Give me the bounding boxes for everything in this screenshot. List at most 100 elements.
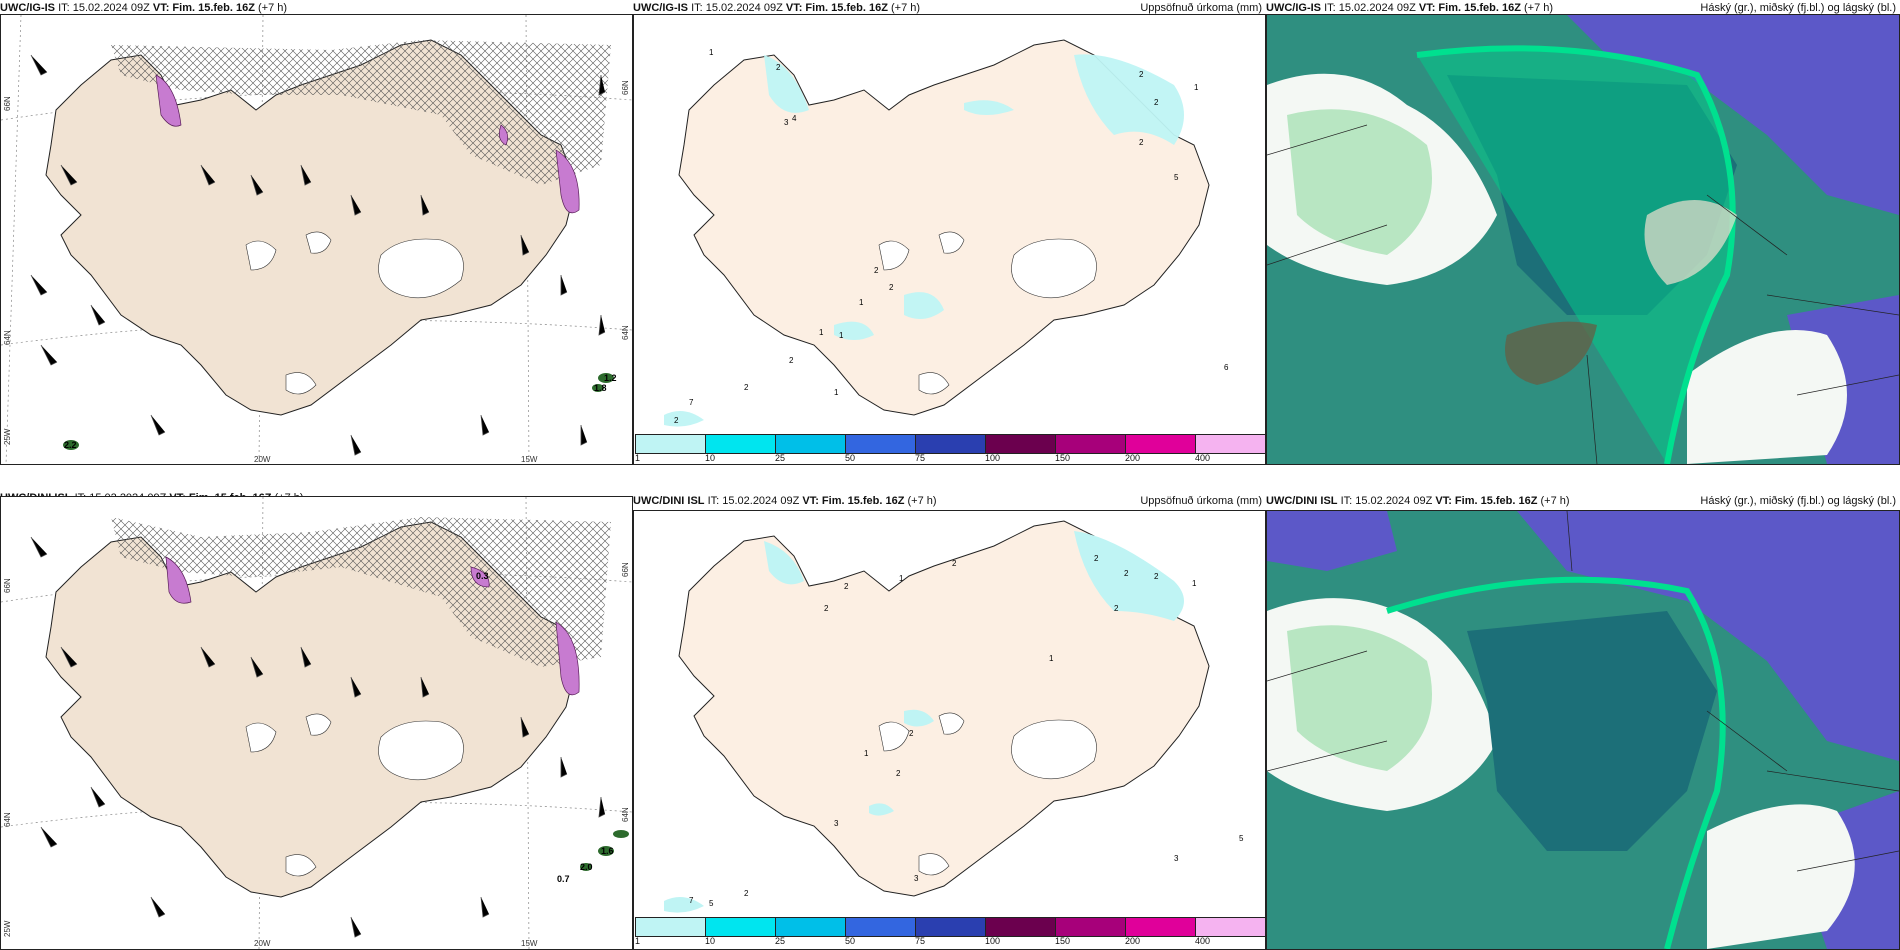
- panel-top-middle: UWC/IG-IS IT: 15.02.2024 09Z VT: Fim. 15…: [633, 0, 1266, 465]
- legend-swatch: [636, 918, 706, 936]
- svg-text:5: 5: [1239, 834, 1244, 843]
- svg-text:1: 1: [1194, 83, 1199, 92]
- svg-text:5: 5: [1174, 173, 1179, 182]
- cell-value: 1.2: [604, 373, 617, 383]
- svg-text:7: 7: [689, 398, 694, 407]
- lon-label: 15W: [521, 939, 538, 948]
- model-name: UWC/IG-IS: [1266, 2, 1321, 14]
- legend-tick: 100: [985, 453, 1001, 463]
- iceland-land: [678, 520, 1210, 897]
- svg-text:4: 4: [792, 114, 797, 123]
- cell-value: 0.7: [557, 874, 570, 884]
- legend-tick: 1: [635, 936, 641, 946]
- panel-top-right: UWC/IG-IS IT: 15.02.2024 09Z VT: Fim. 15…: [1266, 0, 1900, 465]
- panel-bottom-right: UWC/DINI ISL IT: 15.02.2024 09Z VT: Fim.…: [1266, 482, 1900, 950]
- field-title: Uppsöfnuð úrkoma (mm): [1140, 2, 1262, 14]
- model-name: UWC/IG-IS: [0, 2, 55, 14]
- legend-swatch: [776, 918, 846, 936]
- svg-text:3: 3: [834, 819, 839, 828]
- init-time: IT: 15.02.2024 09Z: [1324, 2, 1416, 14]
- svg-text:1: 1: [1192, 579, 1197, 588]
- field-title: Háský (gr.), miðský (fj.bl.) og lágský (…: [1700, 2, 1896, 14]
- svg-text:2: 2: [776, 63, 781, 72]
- svg-text:2: 2: [909, 729, 914, 738]
- lon-label: 25W: [3, 428, 12, 445]
- panel-bottom-left: UWC/DINI ISL IT: 15.02.2024 09Z VT: Fim.…: [0, 482, 633, 950]
- svg-text:7: 7: [689, 896, 694, 905]
- legend-tick: 1: [635, 453, 641, 463]
- lead-time: (+7 h): [258, 2, 288, 14]
- svg-text:1: 1: [834, 388, 839, 397]
- lat-label: 64N: [3, 330, 12, 345]
- init-time: IT: 15.02.2024 09Z: [707, 495, 800, 507]
- legend-swatch: [1056, 435, 1126, 453]
- lat-label: 66N: [3, 578, 12, 593]
- map-frame: [1266, 510, 1900, 950]
- svg-text:2: 2: [744, 383, 749, 392]
- svg-text:3: 3: [914, 874, 919, 883]
- valid-time: Fim. 15.feb. 16Z: [172, 2, 255, 14]
- panel-header: UWC/DINI ISL IT: 15.02.2024 09Z VT: Fim.…: [633, 493, 1266, 509]
- lat-label: 66N: [621, 562, 630, 577]
- valid-time: Fim. 15.feb. 16Z: [1438, 2, 1521, 14]
- field-title: Uppsöfnuð úrkoma (mm): [1140, 495, 1262, 507]
- iceland-land: [678, 39, 1210, 416]
- vt-label: VT:: [802, 495, 819, 507]
- init-time: IT: 15.02.2024 09Z: [58, 2, 150, 14]
- map-frame: [1266, 14, 1900, 465]
- legend-swatch: [1056, 918, 1126, 936]
- svg-text:5: 5: [709, 899, 714, 908]
- lead-time: (+7 h): [891, 2, 921, 14]
- svg-text:2: 2: [889, 283, 894, 292]
- legend-tick: 50: [845, 453, 856, 463]
- svg-text:6: 6: [1224, 363, 1229, 372]
- lat-label: 64N: [3, 812, 12, 827]
- legend-tick: 200: [1125, 453, 1141, 463]
- legend-swatch: [706, 435, 776, 453]
- legend-swatch: [706, 918, 776, 936]
- lon-label: 25W: [3, 920, 12, 937]
- legend-swatch: [1196, 435, 1265, 453]
- legend-tick: 10: [705, 453, 716, 463]
- legend-swatch: [776, 435, 846, 453]
- wind-map: 0.3 1.6 2.0 0.7: [1, 497, 632, 949]
- lon-label: 20W: [254, 939, 271, 948]
- legend-swatch: [1126, 918, 1196, 936]
- legend-tick: 75: [915, 936, 926, 946]
- precip-legend: [635, 917, 1265, 937]
- legend-swatch: [636, 435, 706, 453]
- svg-text:1: 1: [839, 331, 844, 340]
- model-name: UWC/DINI ISL: [1266, 495, 1338, 507]
- cloud-map: [1267, 15, 1899, 464]
- legend-tick: 100: [985, 936, 1001, 946]
- legend-tick: 150: [1055, 453, 1071, 463]
- precip-map: 1 2 3 4 5 6 7 1 2 2 1 1 1 2 2 2 2 2 2 1: [634, 15, 1265, 433]
- legend-tick: 400: [1195, 936, 1211, 946]
- cell-value: 1.8: [594, 383, 607, 393]
- legend-ticks: 1 10 25 50 75 100 150 200 400: [635, 453, 1264, 464]
- valid-time: Fim. 15.feb. 16Z: [805, 2, 888, 14]
- panel-header: UWC/DINI ISL IT: 15.02.2024 09Z VT: Fim.…: [1266, 493, 1900, 509]
- valid-time: Fim. 15.feb. 16Z: [1454, 495, 1538, 507]
- legend-swatch: [1126, 435, 1196, 453]
- map-frame: 1 2 2 2 2 2 2 1 1 2 2 1 2 3 3 3 5 7 5 2: [633, 510, 1266, 950]
- svg-text:1: 1: [899, 574, 904, 583]
- cell-value: 1.6: [601, 846, 614, 856]
- lat-label: 66N: [621, 80, 630, 95]
- map-frame: 1 2 3 4 5 6 7 1 2 2 1 1 1 2 2 2 2 2 2 1: [633, 14, 1266, 465]
- lon-label: 20W: [254, 455, 271, 464]
- lead-time: (+7 h): [1524, 2, 1554, 14]
- svg-text:1: 1: [819, 328, 824, 337]
- svg-text:1: 1: [1049, 654, 1054, 663]
- vt-label: VT:: [1418, 2, 1436, 14]
- model-name: UWC/DINI ISL: [633, 495, 705, 507]
- legend-tick: 10: [705, 936, 716, 946]
- map-frame: 1.2 1.8 2.2 20W 15W 66N 64N 66N 64N 25W: [0, 14, 633, 465]
- panel-header: UWC/IG-IS IT: 15.02.2024 09Z VT: Fim. 15…: [633, 0, 1266, 16]
- legend-swatch: [1196, 918, 1265, 936]
- panel-bottom-middle: UWC/DINI ISL IT: 15.02.2024 09Z VT: Fim.…: [633, 482, 1266, 950]
- svg-text:2: 2: [1114, 604, 1119, 613]
- svg-text:2: 2: [1124, 569, 1129, 578]
- legend-swatch: [846, 918, 916, 936]
- svg-text:2: 2: [1139, 138, 1144, 147]
